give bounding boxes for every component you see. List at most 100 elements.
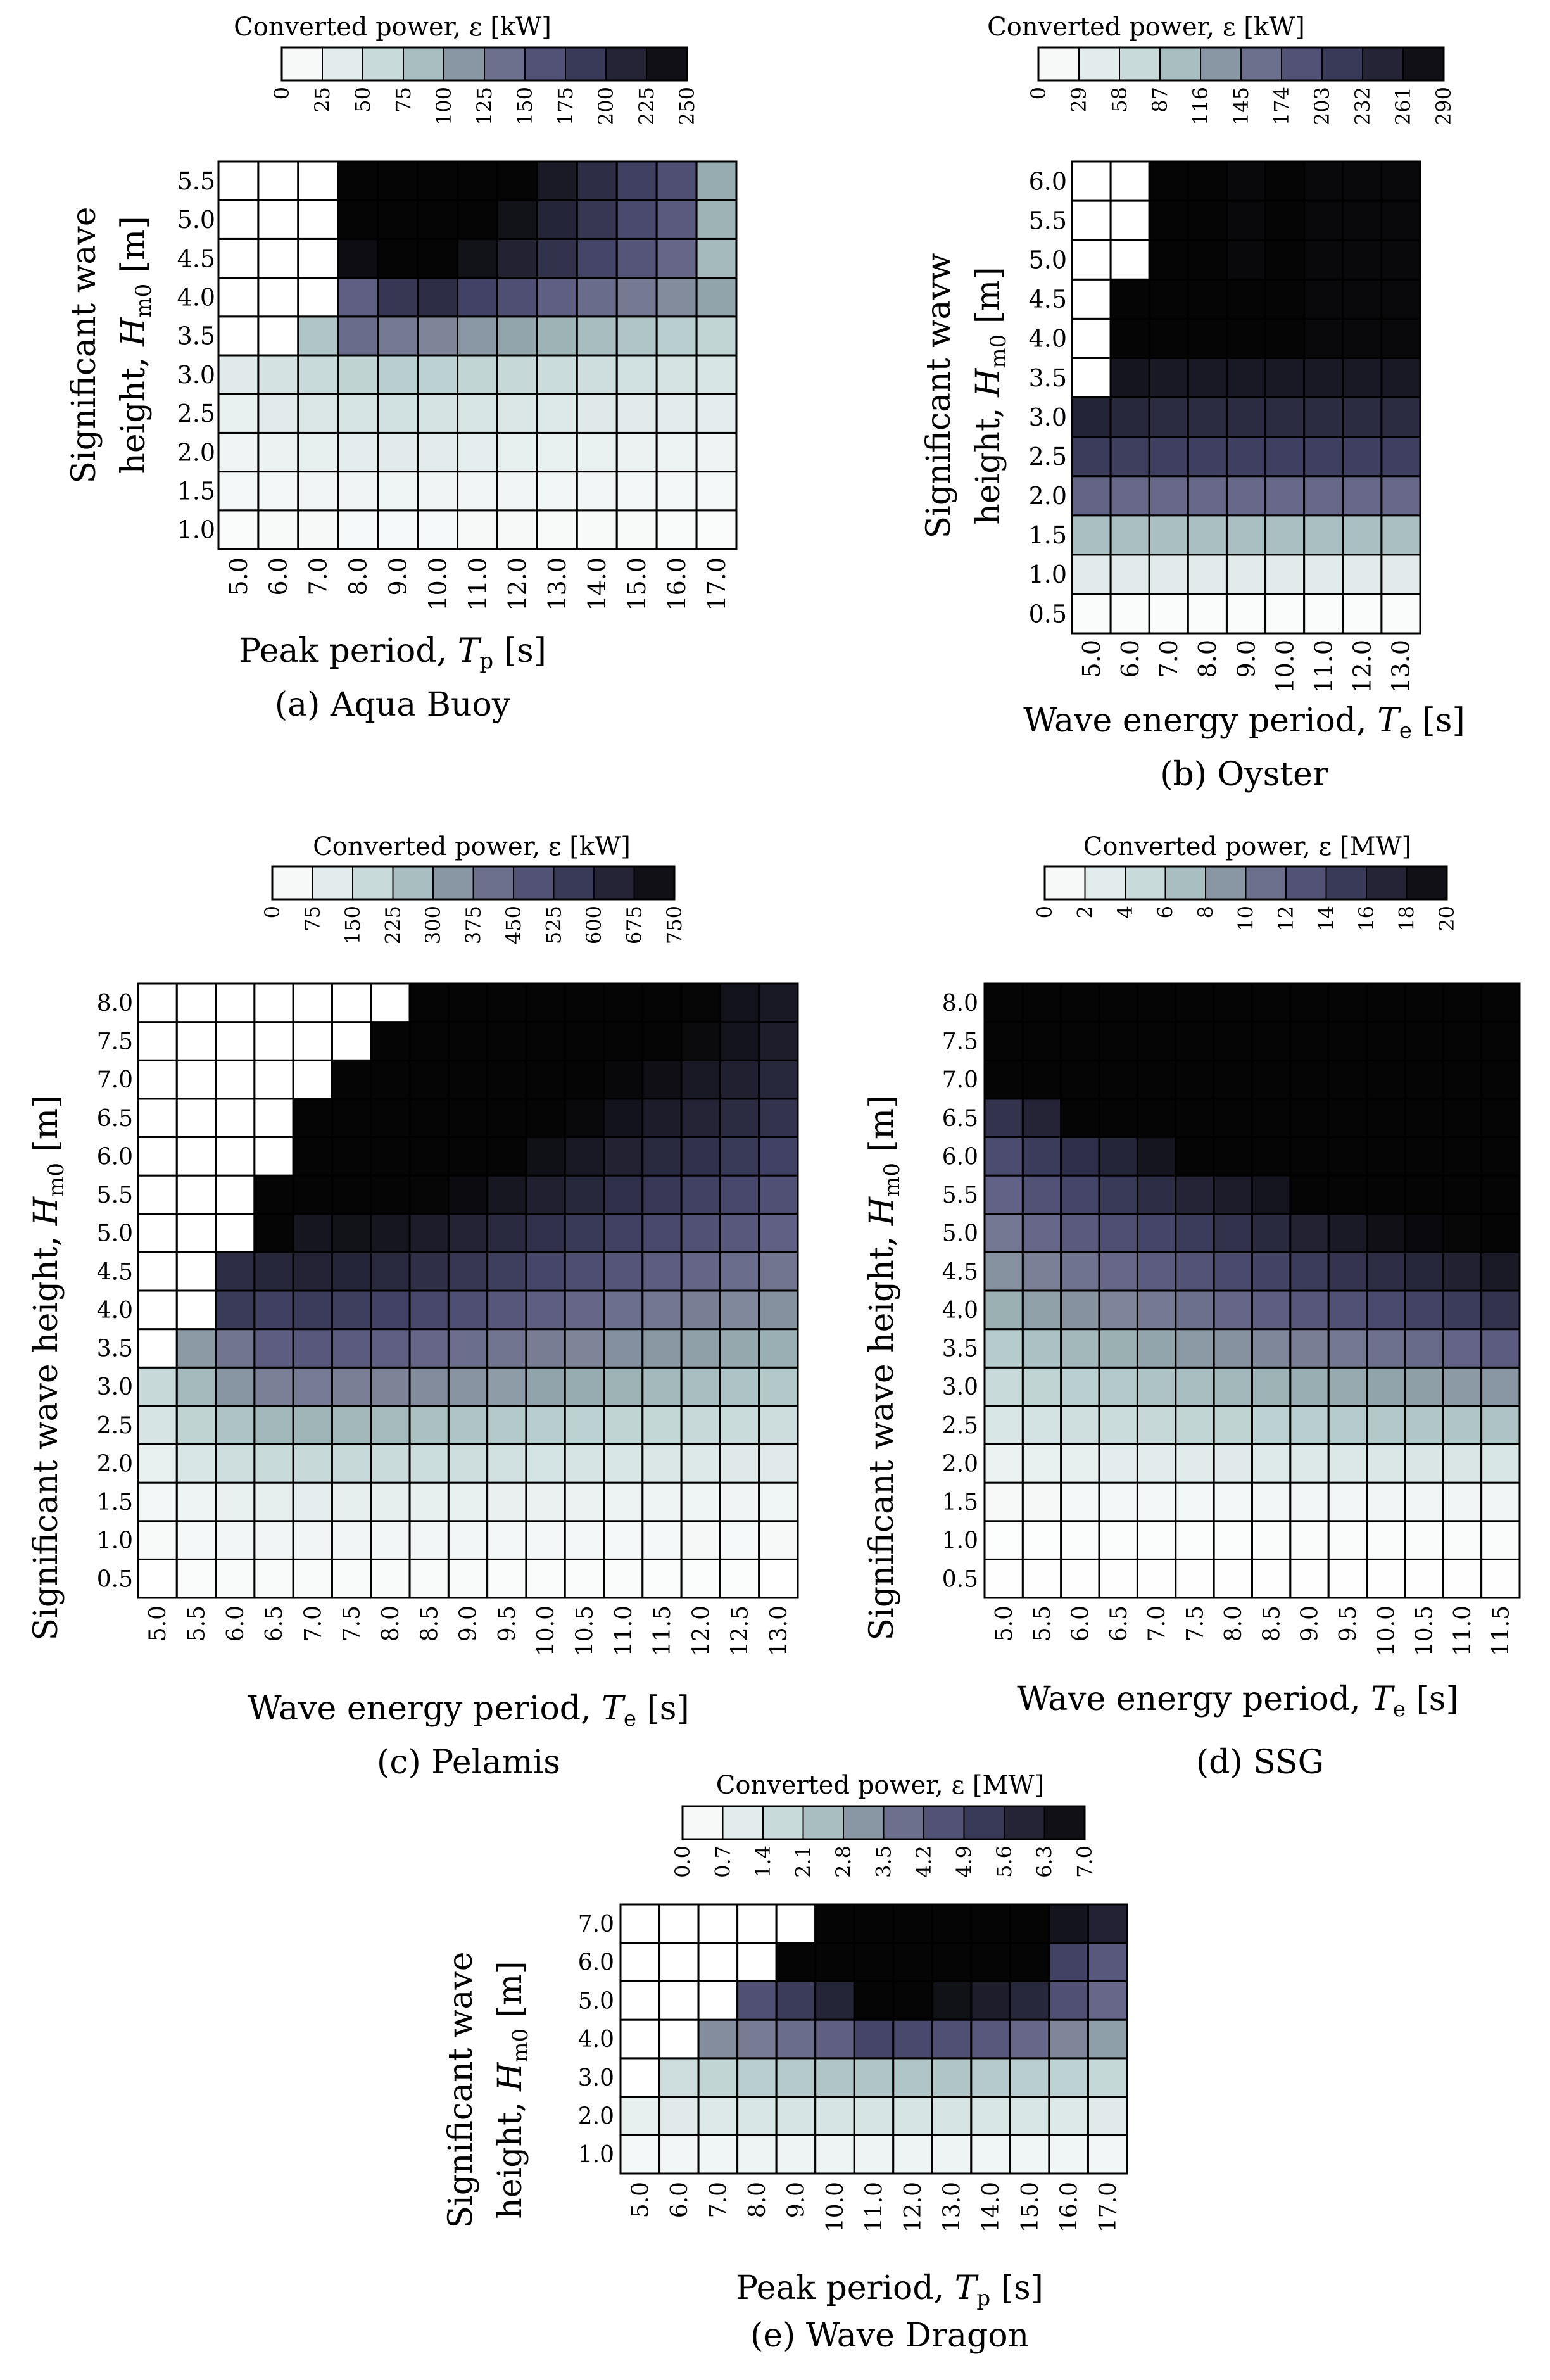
heatmap-cell xyxy=(331,1520,372,1560)
heatmap-cell xyxy=(1021,1558,1062,1599)
heatmap-cell xyxy=(1327,1021,1368,1061)
heatmap-cell xyxy=(680,1059,721,1100)
heatmap-cell xyxy=(1071,317,1112,359)
heatmap-cell xyxy=(370,1558,411,1599)
heatmap-cell xyxy=(983,1405,1024,1446)
heatmap-cell xyxy=(1175,1174,1215,1215)
heatmap-cell xyxy=(217,315,260,357)
heatmap-cell xyxy=(215,1366,256,1407)
heatmap-cell xyxy=(337,277,379,318)
x-tick-label: 13.0 xyxy=(766,1605,792,1656)
heatmap-cell xyxy=(447,1558,489,1599)
heatmap-cell xyxy=(814,1903,855,1944)
x-tick-label: 9.0 xyxy=(1232,640,1260,678)
panel-aqua-buoy: Converted power, ε [kW] 0 25 50 75 100 125 150… xyxy=(65,13,738,724)
y-axis-label: Significant wave height, Hm0 [m] xyxy=(863,1096,905,1641)
heatmap-cell xyxy=(370,1443,411,1484)
heatmap-cell xyxy=(695,315,738,357)
heatmap-cell xyxy=(719,1251,760,1292)
heatmap-cell xyxy=(1380,317,1421,359)
heatmap-cell xyxy=(1442,1174,1483,1215)
heatmap-cell xyxy=(1380,436,1421,478)
colorbar: 0 75 150 225 300 375 450 525 600 675 750 xyxy=(260,865,686,944)
heatmap-cell xyxy=(1264,239,1306,281)
heatmap-cell xyxy=(486,1289,527,1331)
heatmap-cell xyxy=(983,1136,1024,1177)
heatmap-cell xyxy=(408,1558,450,1599)
colorbar-segment xyxy=(1125,866,1166,900)
y-tick-label: 0.5 xyxy=(942,1566,978,1592)
y-tick-labels: 0.5 1.0 1.5 2.0 2.5 3.0 3.5 4.0 4.5 5.0 5.5 6.0 6.5 7… xyxy=(97,991,133,1592)
colorbar-segment xyxy=(1285,866,1327,900)
y-axis-label-line2: height, Hm0 [m] xyxy=(969,267,1011,524)
y-tick-label: 3.0 xyxy=(177,361,215,389)
y-tick-label: 5.0 xyxy=(1029,246,1067,274)
heatmap-cell xyxy=(775,1903,817,1944)
colorbar-segment xyxy=(432,866,474,900)
heatmap-cell xyxy=(641,1328,683,1369)
heatmap-cell xyxy=(1366,1059,1406,1100)
heatmap-cell xyxy=(331,1021,372,1061)
heatmap-cell xyxy=(297,160,339,201)
heatmap-cell xyxy=(1098,1289,1138,1331)
colorbar-title: Converted power, ε [kW] xyxy=(234,13,551,42)
heatmap-cell xyxy=(564,1251,605,1292)
heatmap-cell xyxy=(486,1098,527,1139)
heatmap-cell xyxy=(1327,982,1368,1023)
heatmap-cell xyxy=(853,2134,895,2175)
y-tick-label: 4.0 xyxy=(177,284,215,312)
x-tick-label: 6.0 xyxy=(223,1605,249,1642)
heatmap-cell xyxy=(1225,436,1267,478)
heatmap-cell xyxy=(1109,317,1150,359)
heatmap-cell xyxy=(695,431,738,473)
heatmap-cell xyxy=(1213,1059,1254,1100)
heatmap-cell xyxy=(603,1213,644,1253)
x-tick-label: 7.5 xyxy=(339,1605,365,1642)
y-tick-label: 4.0 xyxy=(578,2027,614,2053)
heatmap-cell xyxy=(1136,1366,1177,1407)
y-tick-label: 8.0 xyxy=(942,991,978,1016)
heatmap-cell xyxy=(1213,1328,1254,1369)
heatmap-cell xyxy=(1060,1328,1100,1369)
x-tick-label: 6.5 xyxy=(1106,1605,1132,1642)
heatmap-cell xyxy=(1366,1021,1406,1061)
heatmap-cell xyxy=(619,2018,661,2060)
heatmap-cell xyxy=(175,1021,217,1061)
heatmap-cell xyxy=(175,1405,217,1446)
heatmap-cell xyxy=(1021,1443,1062,1484)
y-tick-label: 3.5 xyxy=(1029,364,1067,392)
x-tick-label: 10.5 xyxy=(572,1605,598,1656)
heatmap-cell xyxy=(1380,239,1421,281)
heatmap-cell xyxy=(1480,1328,1521,1369)
heatmap-cell xyxy=(1136,1443,1177,1484)
heatmap-cell xyxy=(1303,357,1344,398)
heatmap-cell xyxy=(1009,2134,1050,2175)
heatmap-cell xyxy=(1060,1289,1100,1331)
heatmap-cell xyxy=(292,1174,333,1215)
heatmap-cell xyxy=(525,982,566,1023)
heatmap-cell xyxy=(417,393,459,434)
heatmap-cell xyxy=(697,1942,739,1982)
heatmap-cell xyxy=(1251,1251,1292,1292)
heatmap-cell xyxy=(1442,1443,1483,1484)
colorbar-tick-label: 7.0 xyxy=(1073,1845,1097,1878)
heatmap-cell xyxy=(525,1174,566,1215)
heatmap-cell xyxy=(408,1174,450,1215)
colorbar-tick-label: 116 xyxy=(1188,87,1213,125)
heatmap-cell xyxy=(1342,436,1383,478)
heatmap-cell xyxy=(175,1443,217,1484)
heatmap-cell xyxy=(619,2096,661,2136)
heatmap-cell xyxy=(1380,160,1421,202)
heatmap-cell xyxy=(417,199,459,240)
x-tick-label: 5.0 xyxy=(1078,640,1106,678)
colorbar-tick-label: 300 xyxy=(421,906,445,944)
heatmap-cell xyxy=(292,1213,333,1253)
heatmap-cell xyxy=(1303,317,1344,359)
x-tick-label: 17.0 xyxy=(703,557,731,611)
heatmap-cell xyxy=(1327,1328,1368,1369)
heatmap-cell xyxy=(758,1136,799,1177)
heatmap-cell xyxy=(1264,199,1306,241)
heatmap-cell xyxy=(253,1098,294,1139)
heatmap-cell xyxy=(758,1021,799,1061)
colorbar-segment xyxy=(272,866,313,900)
